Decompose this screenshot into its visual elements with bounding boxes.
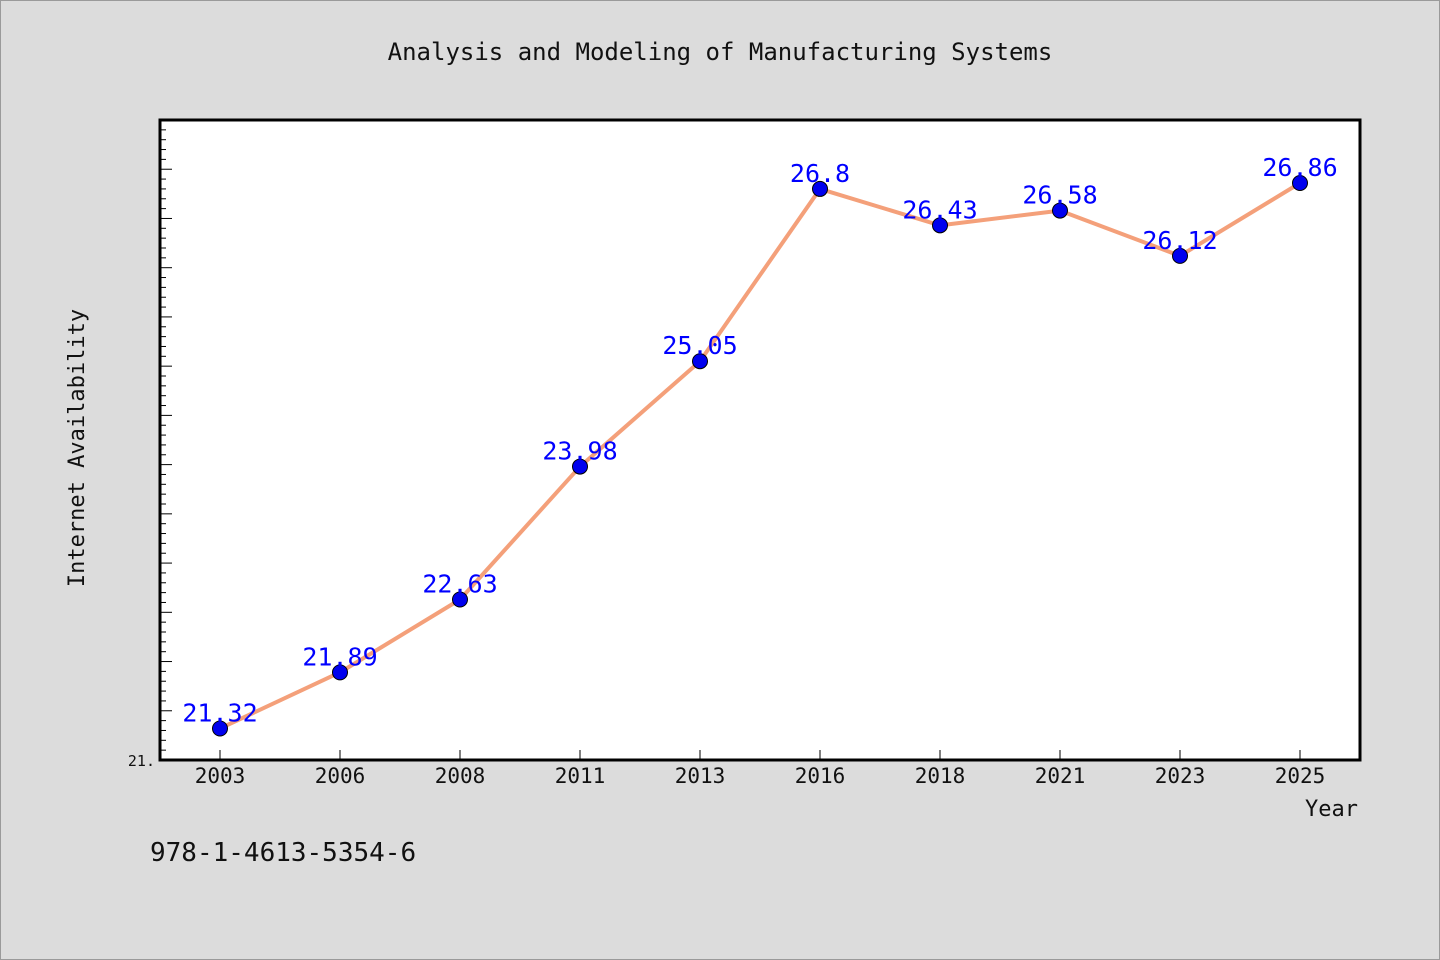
data-label: 26.58 xyxy=(1022,181,1097,210)
x-tick-label: 2023 xyxy=(1155,764,1206,788)
data-label: 23.98 xyxy=(542,437,617,466)
x-axis-ticks: 2003 2006 2008 2011 2013 2016 2018 2021 2023 2025 xyxy=(195,750,1326,788)
y-axis-label: Internet Availability xyxy=(65,309,90,587)
y-tick-label: 21. xyxy=(128,752,155,770)
data-label: 26.12 xyxy=(1142,226,1217,255)
chart-title: Analysis and Modeling of Manufacturing S… xyxy=(388,38,1053,66)
x-tick-label: 2025 xyxy=(1275,764,1326,788)
data-label: 21.89 xyxy=(302,642,377,671)
data-point xyxy=(1292,175,1308,192)
data-point xyxy=(572,458,588,475)
x-tick-label: 2008 xyxy=(435,764,486,788)
x-tick-label: 2011 xyxy=(555,764,606,788)
x-tick-label: 2018 xyxy=(915,764,966,788)
x-axis-label: Year xyxy=(1305,797,1358,822)
data-point xyxy=(452,591,468,608)
y-axis-ticks xyxy=(160,129,172,751)
data-point xyxy=(1052,202,1068,219)
data-label: 21.32 xyxy=(182,698,257,727)
data-point xyxy=(332,664,348,681)
data-label: 26.43 xyxy=(902,195,977,224)
series-layer: 21.32 21.89 22.63 23.98 25.05 26.8 26.43 26.58 2… xyxy=(182,153,1338,737)
series-line xyxy=(219,181,1302,731)
x-tick-label: 2021 xyxy=(1035,764,1086,788)
data-label: 25.05 xyxy=(662,331,737,360)
plot-area xyxy=(158,118,1362,762)
x-tick-label: 2006 xyxy=(315,764,366,788)
data-point xyxy=(212,720,228,737)
data-label: 26.8 xyxy=(790,159,850,188)
data-point xyxy=(1172,247,1188,264)
isbn-footer: 978-1-4613-5354-6 xyxy=(150,838,416,868)
x-tick-label: 2003 xyxy=(195,764,246,788)
x-tick-label: 2016 xyxy=(795,764,846,788)
data-point xyxy=(812,180,828,197)
data-label: 26.86 xyxy=(1262,153,1337,182)
x-tick-label: 2013 xyxy=(675,764,726,788)
data-label: 22.63 xyxy=(422,570,497,599)
data-point xyxy=(932,217,948,234)
data-point xyxy=(692,353,708,370)
